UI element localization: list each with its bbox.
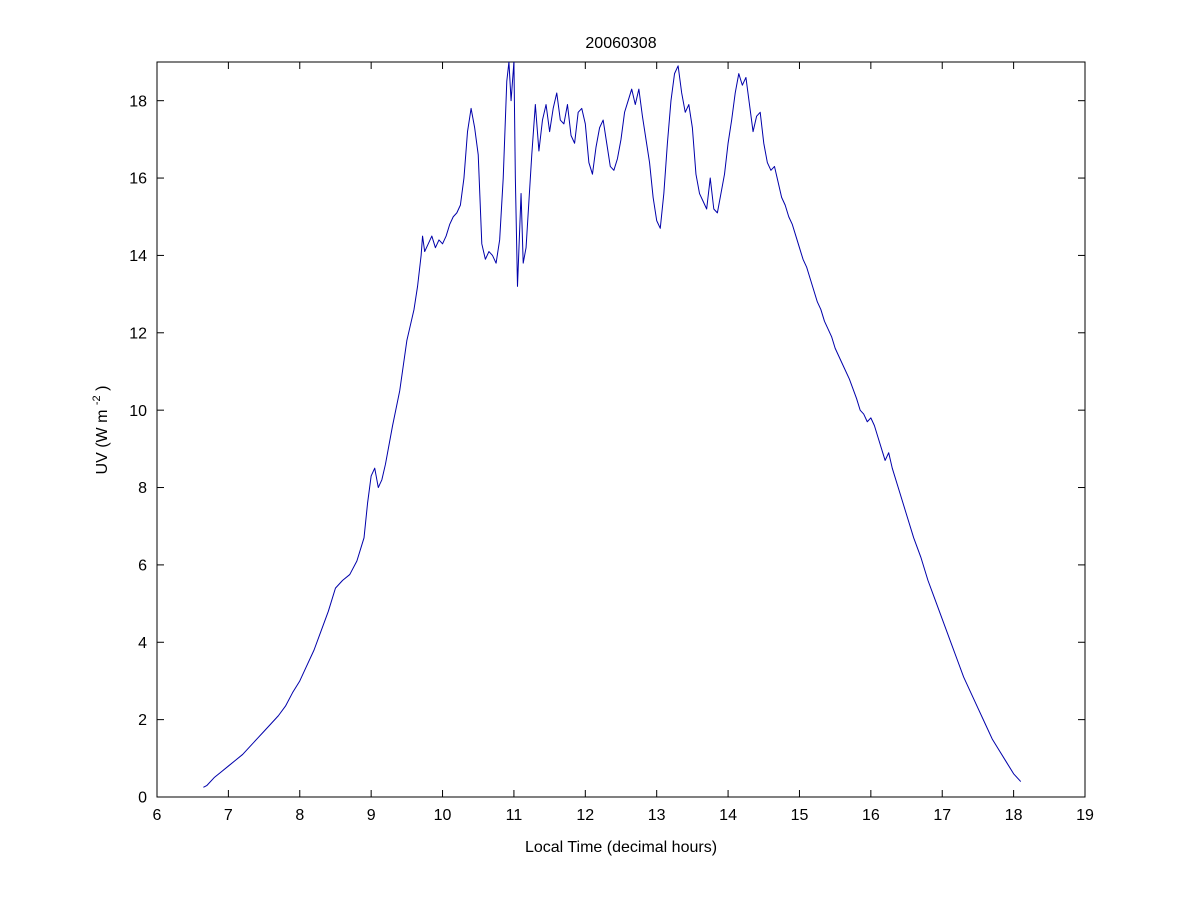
- x-tick-label: 13: [648, 807, 666, 824]
- y-tick-label: 8: [138, 480, 147, 497]
- y-tick-label: 2: [138, 712, 147, 729]
- uv-series-line: [203, 62, 1022, 788]
- y-axis-label: UV (W m -2 ): [87, 386, 111, 475]
- y-tick-label: 6: [138, 557, 147, 574]
- y-tick-label: 10: [129, 403, 147, 420]
- x-tick-label: 18: [1005, 807, 1023, 824]
- y-axis-label-base: UV (W m: [94, 410, 111, 475]
- axis-tick-labels: 6 7 8 9 10 11 12 13 14 15 16 17 18 19 0 2 4 6 8 10 12 14 16 18: [129, 93, 1094, 824]
- x-tick-label: 7: [224, 807, 233, 824]
- y-tick-label: 18: [129, 93, 147, 110]
- chart-title: 20060308: [585, 35, 656, 52]
- x-tick-label: 12: [576, 807, 594, 824]
- x-axis-label: Local Time (decimal hours): [525, 839, 717, 856]
- y-tick-label: 12: [129, 325, 147, 342]
- y-tick-label: 4: [138, 635, 147, 652]
- x-tick-label: 17: [933, 807, 951, 824]
- x-tick-label: 11: [506, 807, 523, 824]
- data-series: [203, 62, 1022, 788]
- plot-box: [156, 61, 1086, 798]
- x-tick-label: 8: [295, 807, 304, 824]
- y-axis-label-sup: -2: [91, 395, 103, 405]
- x-tick-label: 9: [367, 807, 376, 824]
- x-tick-label: 15: [791, 807, 809, 824]
- y-tick-label: 14: [129, 248, 147, 265]
- y-tick-label: 0: [138, 790, 147, 807]
- y-tick-label: 16: [129, 171, 147, 188]
- x-tick-label: 6: [153, 807, 162, 824]
- y-axis-label-close: ): [94, 386, 111, 391]
- x-tick-label: 16: [862, 807, 880, 824]
- x-tick-label: 10: [434, 807, 452, 824]
- x-tick-label: 19: [1076, 807, 1094, 824]
- x-tick-label: 14: [719, 807, 737, 824]
